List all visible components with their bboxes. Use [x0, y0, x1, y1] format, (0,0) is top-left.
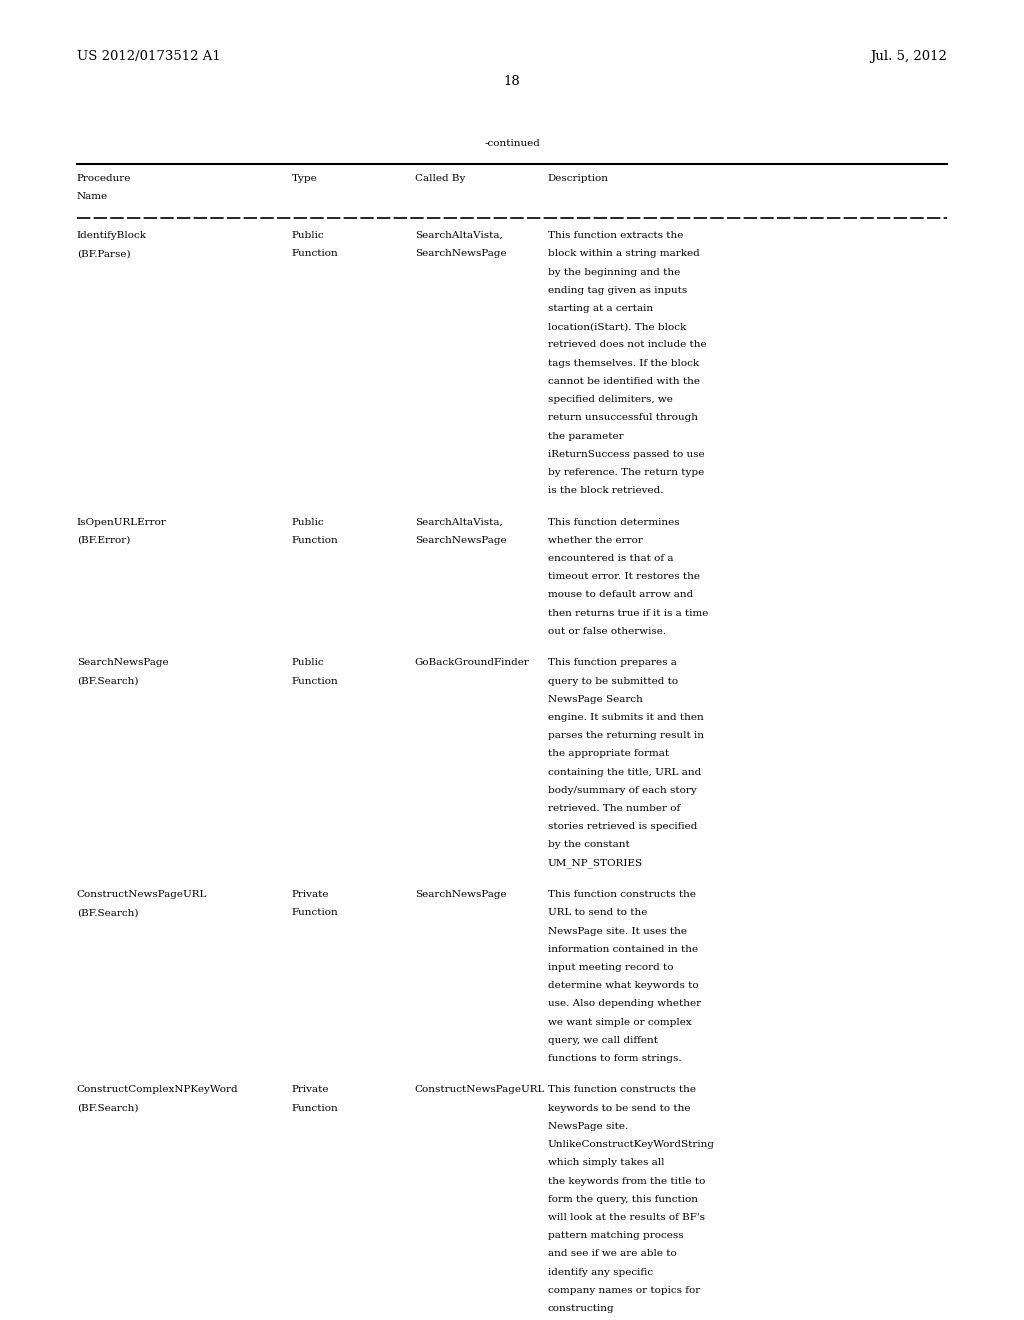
Text: Public: Public [292, 659, 325, 668]
Text: we want simple or complex: we want simple or complex [548, 1018, 691, 1027]
Text: query, we call diffent: query, we call diffent [548, 1036, 657, 1045]
Text: body/summary of each story: body/summary of each story [548, 785, 696, 795]
Text: This function determines: This function determines [548, 517, 680, 527]
Text: starting at a certain: starting at a certain [548, 304, 653, 313]
Text: determine what keywords to: determine what keywords to [548, 981, 698, 990]
Text: Jul. 5, 2012: Jul. 5, 2012 [870, 50, 947, 63]
Text: (BF.Parse): (BF.Parse) [77, 249, 130, 259]
Text: This function prepares a: This function prepares a [548, 659, 677, 668]
Text: is the block retrieved.: is the block retrieved. [548, 486, 664, 495]
Text: (BF.Search): (BF.Search) [77, 677, 138, 685]
Text: parses the returning result in: parses the returning result in [548, 731, 703, 741]
Text: return unsuccessful through: return unsuccessful through [548, 413, 697, 422]
Text: SearchNewsPage: SearchNewsPage [415, 249, 506, 259]
Text: Function: Function [292, 1104, 339, 1113]
Text: the appropriate format: the appropriate format [548, 750, 669, 759]
Text: ending tag given as inputs: ending tag given as inputs [548, 286, 687, 294]
Text: UnlikeConstructKeyWordString: UnlikeConstructKeyWordString [548, 1140, 715, 1150]
Text: Function: Function [292, 536, 339, 545]
Text: This function constructs the: This function constructs the [548, 1085, 696, 1094]
Text: timeout error. It restores the: timeout error. It restores the [548, 573, 699, 581]
Text: Name: Name [77, 193, 108, 202]
Text: This function extracts the: This function extracts the [548, 231, 683, 240]
Text: Description: Description [548, 174, 609, 183]
Text: pattern matching process: pattern matching process [548, 1232, 683, 1241]
Text: (BF.Error): (BF.Error) [77, 536, 130, 545]
Text: form the query, this function: form the query, this function [548, 1195, 697, 1204]
Text: identify any specific: identify any specific [548, 1267, 653, 1276]
Text: location(iStart). The block: location(iStart). The block [548, 322, 686, 331]
Text: Public: Public [292, 517, 325, 527]
Text: and see if we are able to: and see if we are able to [548, 1250, 677, 1258]
Text: Function: Function [292, 908, 339, 917]
Text: then returns true if it is a time: then returns true if it is a time [548, 609, 709, 618]
Text: out or false otherwise.: out or false otherwise. [548, 627, 666, 636]
Text: Public: Public [292, 231, 325, 240]
Text: by reference. The return type: by reference. The return type [548, 469, 705, 477]
Text: SearchNewsPage: SearchNewsPage [415, 536, 506, 545]
Text: 18: 18 [504, 75, 520, 88]
Text: specified delimiters, we: specified delimiters, we [548, 395, 673, 404]
Text: UM_NP_STORIES: UM_NP_STORIES [548, 859, 643, 869]
Text: by the beginning and the: by the beginning and the [548, 268, 680, 277]
Text: ConstructNewsPageURL: ConstructNewsPageURL [77, 890, 207, 899]
Text: Type: Type [292, 174, 317, 183]
Text: retrieved. The number of: retrieved. The number of [548, 804, 680, 813]
Text: the parameter: the parameter [548, 432, 624, 441]
Text: Function: Function [292, 677, 339, 685]
Text: Procedure: Procedure [77, 174, 131, 183]
Text: the keywords from the title to: the keywords from the title to [548, 1176, 706, 1185]
Text: Private: Private [292, 1085, 330, 1094]
Text: IsOpenURLError: IsOpenURLError [77, 517, 167, 527]
Text: functions to form strings.: functions to form strings. [548, 1055, 681, 1063]
Text: URL to send to the: URL to send to the [548, 908, 647, 917]
Text: NewsPage site. It uses the: NewsPage site. It uses the [548, 927, 687, 936]
Text: by the constant: by the constant [548, 841, 630, 850]
Text: This function constructs the: This function constructs the [548, 890, 696, 899]
Text: Private: Private [292, 890, 330, 899]
Text: iReturnSuccess passed to use: iReturnSuccess passed to use [548, 450, 705, 459]
Text: NewsPage site.: NewsPage site. [548, 1122, 628, 1131]
Text: Called By: Called By [415, 174, 465, 183]
Text: query to be submitted to: query to be submitted to [548, 677, 678, 685]
Text: retrieved does not include the: retrieved does not include the [548, 341, 707, 350]
Text: GoBackGroundFinder: GoBackGroundFinder [415, 659, 529, 668]
Text: (BF.Search): (BF.Search) [77, 1104, 138, 1113]
Text: keywords to be send to the: keywords to be send to the [548, 1104, 690, 1113]
Text: input meeting record to: input meeting record to [548, 964, 674, 972]
Text: which simply takes all: which simply takes all [548, 1159, 665, 1167]
Text: (BF.Search): (BF.Search) [77, 908, 138, 917]
Text: Function: Function [292, 249, 339, 259]
Text: whether the error: whether the error [548, 536, 643, 545]
Text: company names or topics for: company names or topics for [548, 1286, 700, 1295]
Text: SearchAltaVista,: SearchAltaVista, [415, 517, 503, 527]
Text: -continued: -continued [484, 139, 540, 148]
Text: NewsPage Search: NewsPage Search [548, 694, 643, 704]
Text: ConstructComplexNPKeyWord: ConstructComplexNPKeyWord [77, 1085, 239, 1094]
Text: IdentifyBlock: IdentifyBlock [77, 231, 146, 240]
Text: SearchAltaVista,: SearchAltaVista, [415, 231, 503, 240]
Text: cannot be identified with the: cannot be identified with the [548, 378, 699, 385]
Text: SearchNewsPage: SearchNewsPage [77, 659, 168, 668]
Text: US 2012/0173512 A1: US 2012/0173512 A1 [77, 50, 220, 63]
Text: SearchNewsPage: SearchNewsPage [415, 890, 506, 899]
Text: ConstructNewsPageURL: ConstructNewsPageURL [415, 1085, 545, 1094]
Text: encountered is that of a: encountered is that of a [548, 554, 674, 564]
Text: engine. It submits it and then: engine. It submits it and then [548, 713, 703, 722]
Text: mouse to default arrow and: mouse to default arrow and [548, 590, 693, 599]
Text: block within a string marked: block within a string marked [548, 249, 699, 259]
Text: containing the title, URL and: containing the title, URL and [548, 768, 701, 776]
Text: tags themselves. If the block: tags themselves. If the block [548, 359, 699, 368]
Text: use. Also depending whether: use. Also depending whether [548, 999, 701, 1008]
Text: information contained in the: information contained in the [548, 945, 698, 954]
Text: will look at the results of BF's: will look at the results of BF's [548, 1213, 705, 1222]
Text: stories retrieved is specified: stories retrieved is specified [548, 822, 697, 832]
Text: constructing: constructing [548, 1304, 614, 1313]
